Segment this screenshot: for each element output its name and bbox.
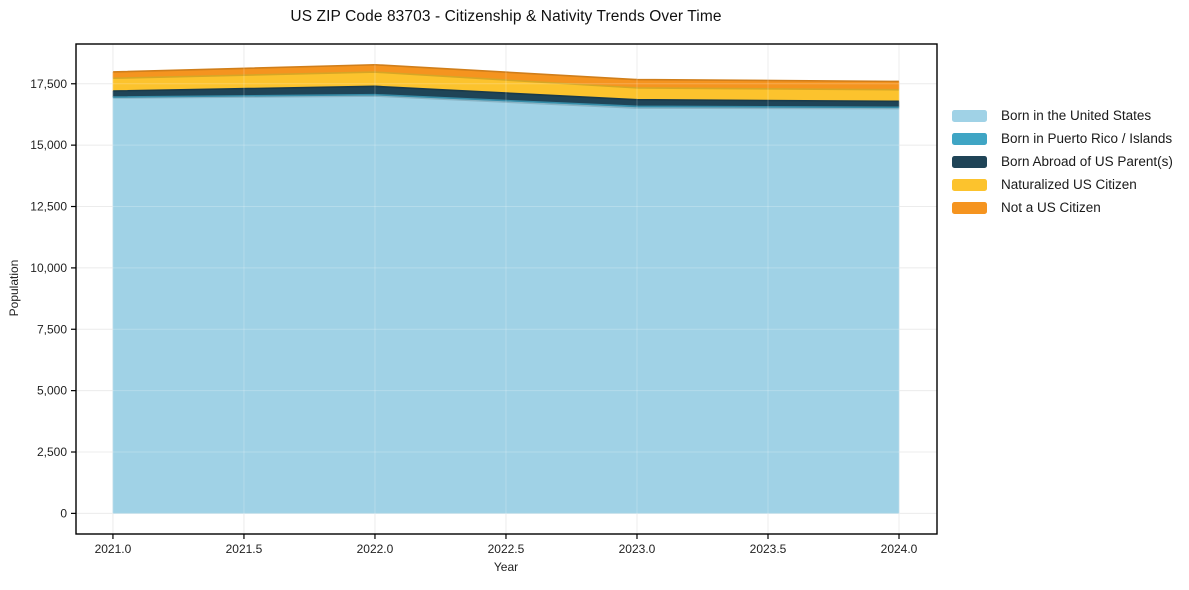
legend-item-born-in-the-united-states: Born in the United States — [952, 104, 1173, 127]
x-tick-label: 2021.5 — [226, 542, 263, 556]
legend-item-not-a-us-citizen: Not a US Citizen — [952, 196, 1173, 219]
y-tick-label: 15,000 — [30, 138, 67, 152]
legend-label: Born in Puerto Rico / Islands — [1001, 131, 1173, 146]
legend-swatch-icon — [952, 109, 987, 122]
legend: Born in the United States Born in Puerto … — [952, 104, 1173, 219]
legend-label: Naturalized US Citizen — [1001, 177, 1137, 192]
area-edge-born-in-the-united-states — [112, 95, 900, 110]
x-tick-label: 2022.0 — [357, 542, 394, 556]
legend-label: Not a US Citizen — [1001, 200, 1101, 215]
x-tick-label: 2023.0 — [619, 542, 656, 556]
y-tick-label: 2,500 — [37, 445, 67, 459]
x-tick-label: 2023.5 — [750, 542, 787, 556]
y-tick-label: 0 — [60, 506, 67, 520]
legend-item-born-in-puerto-rico-islands: Born in Puerto Rico / Islands — [952, 127, 1173, 150]
area-edge-born-abroad-of-us-parent-s — [112, 85, 900, 103]
y-tick-label: 12,500 — [30, 200, 67, 214]
legend-swatch-icon — [952, 201, 987, 214]
x-tick-label: 2021.0 — [95, 542, 132, 556]
area-edge-naturalized-us-citizen — [112, 71, 900, 91]
legend-swatch-icon — [952, 178, 987, 191]
y-tick-label: 5,000 — [37, 384, 67, 398]
legend-item-naturalized-us-citizen: Naturalized US Citizen — [952, 173, 1173, 196]
legend-swatch-icon — [952, 155, 987, 168]
y-axis-label: Population — [7, 259, 21, 317]
legend-label: Born Abroad of US Parent(s) — [1001, 154, 1173, 169]
area-edge-not-a-us-citizen — [112, 63, 900, 83]
area-edge-born-in-puerto-rico-islands — [112, 93, 900, 109]
y-tick-label: 7,500 — [37, 322, 67, 336]
legend-label: Born in the United States — [1001, 108, 1152, 123]
y-tick-label: 10,000 — [30, 261, 67, 275]
legend-swatch-icon — [952, 132, 987, 145]
x-axis-label: Year — [493, 560, 519, 574]
legend-item-born-abroad-of-us-parent-s: Born Abroad of US Parent(s) — [952, 150, 1173, 173]
x-tick-label: 2024.0 — [881, 542, 918, 556]
x-tick-label: 2022.5 — [488, 542, 525, 556]
chart-title: US ZIP Code 83703 - Citizenship & Nativi… — [290, 8, 722, 25]
y-tick-label: 17,500 — [30, 77, 67, 91]
